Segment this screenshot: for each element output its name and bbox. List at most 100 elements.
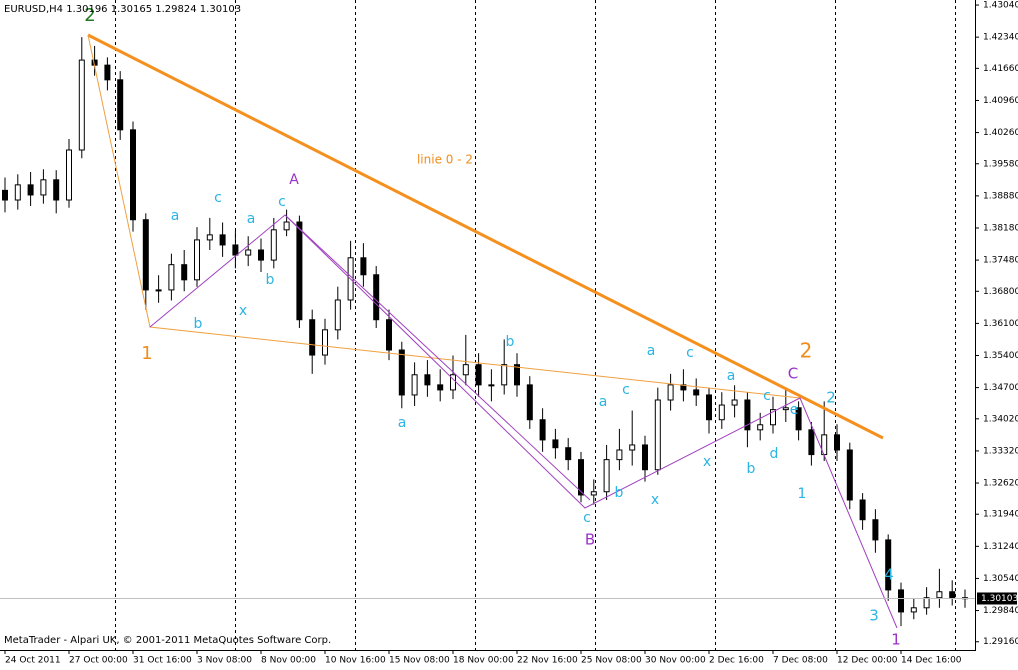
candle-body [66, 149, 72, 201]
candle-body [398, 349, 405, 396]
y-tick-label: 1.31240 [983, 542, 1018, 552]
candle-body [475, 364, 482, 386]
candle-body [206, 234, 213, 241]
candle-body [322, 329, 328, 356]
candle-body [872, 519, 879, 541]
candle-body [155, 289, 162, 292]
candle-body [885, 539, 892, 591]
candle-body [744, 399, 751, 431]
x-tick-label: 18 Nov 00:00 [453, 656, 514, 666]
wave-label: a [599, 394, 608, 410]
wave-label: 2 [826, 389, 836, 407]
y-tick-label: 1.37480 [983, 256, 1018, 266]
wave-label: a [171, 208, 180, 224]
candle-body [2, 189, 8, 201]
wave-label: d [770, 446, 779, 462]
wave-label: B [585, 531, 595, 549]
candle-body [14, 184, 21, 201]
x-tick-label: 10 Nov 16:00 [325, 656, 386, 666]
candle-body [142, 219, 149, 291]
candles [2, 37, 968, 627]
candle-body [232, 244, 239, 256]
candle-body [245, 249, 252, 256]
y-tick-label: 1.41660 [983, 64, 1018, 74]
wave-label: b [615, 485, 624, 501]
x-tick-label: 2 Dec 16:00 [709, 656, 764, 666]
candle-body [616, 449, 623, 461]
candle-body [117, 79, 124, 131]
candle-body [168, 264, 175, 291]
x-tick-label: 30 Nov 00:00 [645, 656, 706, 666]
candle-body [603, 459, 610, 493]
candle-body [40, 179, 47, 196]
wave-label: x [703, 454, 711, 470]
candle-body [693, 389, 700, 396]
wave-label: b [194, 316, 203, 332]
wave-lines [87, 33, 898, 629]
candle-body [910, 607, 917, 613]
candle-body [27, 184, 34, 196]
candle-body [846, 449, 853, 501]
x-tick-label: 24 Oct 2011 [5, 656, 61, 666]
candle-body [552, 439, 559, 449]
candle-body [334, 299, 341, 331]
candle-body [424, 374, 431, 386]
wave-label: b [747, 461, 756, 477]
y-tick-label: 1.34020 [983, 414, 1018, 424]
candle-body [795, 407, 802, 431]
y-tick-label: 1.29840 [983, 606, 1018, 616]
candle-body [859, 499, 866, 521]
candle-body [936, 591, 943, 599]
candle-body [130, 129, 136, 221]
candle-body [706, 394, 712, 421]
candle-body [53, 179, 60, 201]
y-tick-label: 1.30540 [983, 574, 1018, 584]
y-tick-label: 1.35400 [983, 351, 1018, 361]
y-tick-label: 1.29160 [983, 637, 1018, 647]
candle-body [834, 434, 840, 451]
candle-body [283, 221, 290, 231]
x-tick-label: 3 Nov 08:00 [197, 656, 252, 666]
candle-body [757, 424, 764, 431]
candle-body [898, 589, 904, 613]
candle-body [782, 407, 789, 411]
candle-body [411, 374, 418, 396]
wave-label: x [651, 492, 659, 508]
wave-label: a [647, 343, 656, 359]
candle-body [590, 491, 597, 496]
x-tick-label: 14 Dec 16:00 [901, 656, 962, 666]
wave-label: 1 [141, 343, 152, 364]
wave-label: c [214, 190, 222, 206]
candle-body [360, 257, 367, 276]
candle-body [578, 459, 584, 496]
wave-label: 2 [800, 339, 813, 363]
candle-body [104, 64, 111, 81]
candle-body [270, 229, 277, 261]
wave-label: c [763, 388, 771, 404]
candle-body [731, 399, 738, 406]
x-tick-label: 31 Oct 16:00 [133, 656, 192, 666]
wave-label: c [278, 194, 286, 210]
candle-body [386, 319, 392, 351]
candle-body [462, 364, 469, 376]
candle-body [526, 384, 533, 421]
y-tick-label: 1.32620 [983, 479, 1018, 489]
candle-body [450, 374, 456, 391]
abc-zigzag [149, 214, 898, 629]
candle-body [258, 249, 264, 261]
y-tick-label: 1.38880 [983, 191, 1018, 201]
candle-body [194, 239, 200, 281]
trend-line [87, 33, 884, 440]
candle-body [718, 404, 725, 421]
candle-body [488, 384, 495, 387]
wave-label: C [788, 365, 798, 383]
wave-label: b [266, 272, 275, 288]
candle-body [629, 444, 636, 451]
wave-label: 2 [84, 5, 95, 26]
last-price-box [977, 592, 1017, 605]
x-tick-label: 25 Nov 08:00 [581, 656, 642, 666]
candle-body [501, 364, 508, 386]
